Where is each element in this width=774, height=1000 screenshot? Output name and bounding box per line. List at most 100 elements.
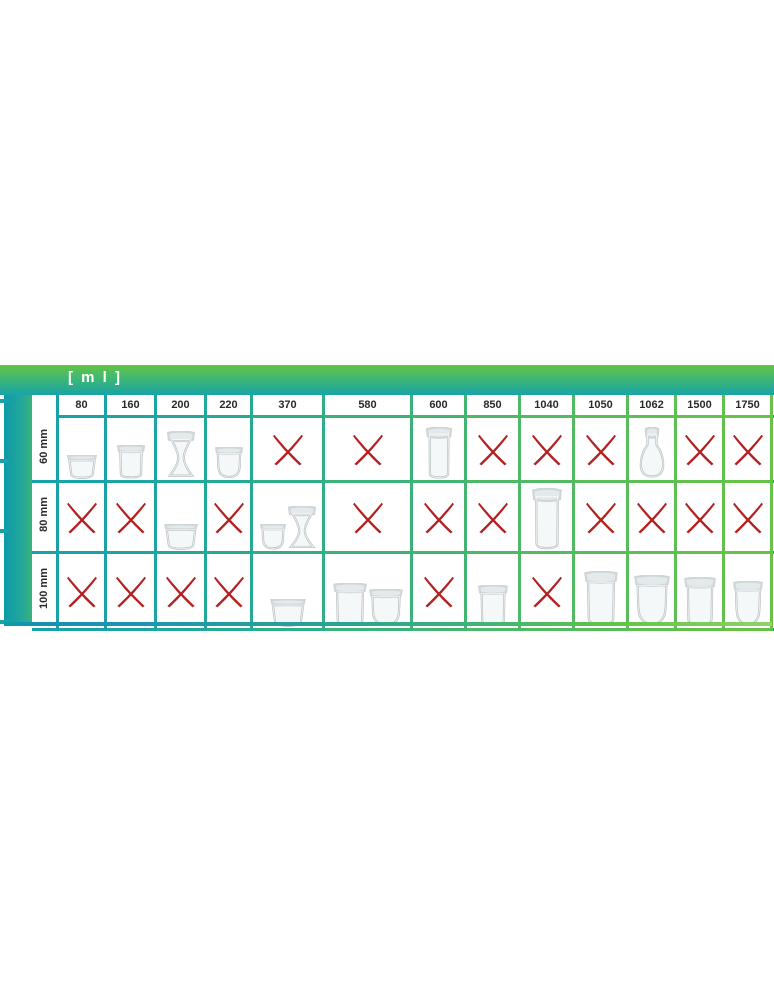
column-header-850: 850 bbox=[464, 395, 521, 418]
jar-group bbox=[325, 554, 410, 628]
cell-jar-200 bbox=[154, 416, 207, 483]
x-mark-icon bbox=[413, 554, 464, 628]
x-mark-icon bbox=[207, 483, 250, 551]
x-mark-icon bbox=[521, 418, 572, 480]
jar-icon-low-tapered bbox=[157, 483, 204, 551]
x-mark-icon bbox=[325, 418, 410, 480]
x-mark-icon bbox=[59, 554, 104, 628]
cell-unavailable-2700 bbox=[770, 416, 774, 483]
column-header-2700: 2700 bbox=[770, 395, 774, 418]
cell-unavailable-160 bbox=[104, 552, 157, 631]
column-header-370: 370 bbox=[250, 395, 325, 418]
x-mark-icon bbox=[413, 483, 464, 551]
column-header-220: 220 bbox=[204, 395, 253, 418]
cell-jar-600 bbox=[410, 416, 467, 483]
rail-tick bbox=[0, 459, 9, 463]
jar-icon-straight bbox=[575, 554, 626, 628]
cell-jar-1050 bbox=[572, 552, 629, 631]
jar-icon-bottle bbox=[629, 418, 674, 480]
cell-jar-80 bbox=[56, 416, 107, 483]
cell-unavailable-600 bbox=[410, 481, 467, 554]
column-header-200: 200 bbox=[154, 395, 207, 418]
x-mark-icon bbox=[253, 418, 322, 480]
cell-unavailable-1750 bbox=[722, 416, 773, 483]
jar-icon-tulip bbox=[369, 589, 403, 627]
x-mark-icon bbox=[157, 554, 204, 628]
column-header-1040: 1040 bbox=[518, 395, 575, 418]
cell-jar-1040 bbox=[518, 481, 575, 554]
cell-jar-1750 bbox=[722, 552, 773, 631]
cell-unavailable-1050 bbox=[572, 416, 629, 483]
cell-jar-850 bbox=[464, 552, 521, 631]
jar-table: 80 160 200 220 370 580 600 850 1040 1050 1062 1500 1… bbox=[30, 395, 774, 631]
cell-unavailable-1750 bbox=[722, 481, 773, 554]
page-title: [ m l ] bbox=[68, 369, 122, 386]
x-mark-icon bbox=[521, 554, 572, 628]
x-mark-icon bbox=[575, 418, 626, 480]
cell-unavailable-850 bbox=[464, 416, 521, 483]
jar-icon-straight bbox=[467, 554, 518, 628]
cell-jar-370 bbox=[250, 552, 325, 631]
bottom-gradient-rule bbox=[4, 622, 772, 626]
cell-unavailable-1062 bbox=[626, 481, 677, 554]
cell-unavailable-200 bbox=[154, 552, 207, 631]
cell-unavailable-850 bbox=[464, 481, 521, 554]
cell-unavailable-1050 bbox=[572, 481, 629, 554]
x-mark-icon bbox=[467, 483, 518, 551]
x-mark-icon bbox=[207, 554, 250, 628]
cell-jar-220 bbox=[204, 416, 253, 483]
jar-icon-straight bbox=[677, 554, 722, 628]
jar-icon-straight bbox=[107, 418, 154, 480]
jar-icon-waisted bbox=[157, 418, 204, 480]
x-mark-icon bbox=[107, 483, 154, 551]
cell-unavailable-220 bbox=[204, 481, 253, 554]
column-header-600: 600 bbox=[410, 395, 467, 418]
corner-blank-cell bbox=[31, 395, 59, 417]
column-header-1062: 1062 bbox=[626, 395, 677, 418]
row-label-80-mm: 80 mm bbox=[31, 481, 59, 554]
x-mark-icon bbox=[677, 418, 722, 480]
jar-icon-straight bbox=[333, 583, 367, 627]
cell-unavailable-80 bbox=[56, 481, 107, 554]
jar-icon-tulip bbox=[207, 418, 250, 480]
jar-icon-low-tapered bbox=[59, 418, 104, 480]
cell-unavailable-580 bbox=[322, 416, 413, 483]
column-header-1050: 1050 bbox=[572, 395, 629, 418]
jar-icon-low-tapered bbox=[253, 554, 322, 628]
cell-jar-1500 bbox=[674, 552, 725, 631]
row-label-100-mm: 100 mm bbox=[31, 552, 59, 631]
cell-jar-2700 bbox=[770, 552, 774, 631]
cell-jar-1062 bbox=[626, 552, 677, 631]
x-mark-icon bbox=[107, 554, 154, 628]
rail-tick bbox=[0, 399, 9, 403]
x-mark-icon bbox=[725, 483, 770, 551]
cell-unavailable-370 bbox=[250, 416, 325, 483]
cell-jar-200 bbox=[154, 481, 207, 554]
x-mark-icon bbox=[629, 483, 674, 551]
cell-unavailable-580 bbox=[322, 481, 413, 554]
cell-unavailable-600 bbox=[410, 552, 467, 631]
cell-jar-1062 bbox=[626, 416, 677, 483]
jar-icon-tulip bbox=[629, 554, 674, 628]
rail-tick bbox=[0, 529, 9, 533]
jar-icon-tulip bbox=[260, 524, 286, 550]
x-mark-icon bbox=[677, 483, 722, 551]
x-mark-icon bbox=[467, 418, 518, 480]
size-matrix: 80 160 200 220 370 580 600 850 1040 1050 1062 1500 1… bbox=[30, 395, 774, 631]
cell-unavailable-1040 bbox=[518, 416, 575, 483]
cell-jar-160 bbox=[104, 416, 157, 483]
column-header-80: 80 bbox=[56, 395, 107, 418]
cell-jar-group-370 bbox=[250, 481, 325, 554]
table-row: 60 mm bbox=[31, 416, 774, 483]
cell-unavailable-80 bbox=[56, 552, 107, 631]
x-mark-icon bbox=[725, 418, 770, 480]
row-label-60-mm: 60 mm bbox=[31, 416, 59, 483]
jar-group bbox=[253, 483, 322, 551]
column-header-580: 580 bbox=[322, 395, 413, 418]
row-label-text: 100 mm bbox=[37, 568, 50, 609]
title-band: [ m l ] bbox=[0, 365, 774, 395]
cell-unavailable-1500 bbox=[674, 416, 725, 483]
column-header-160: 160 bbox=[104, 395, 157, 418]
row-label-text: 80 mm bbox=[37, 497, 50, 532]
x-mark-icon bbox=[59, 483, 104, 551]
